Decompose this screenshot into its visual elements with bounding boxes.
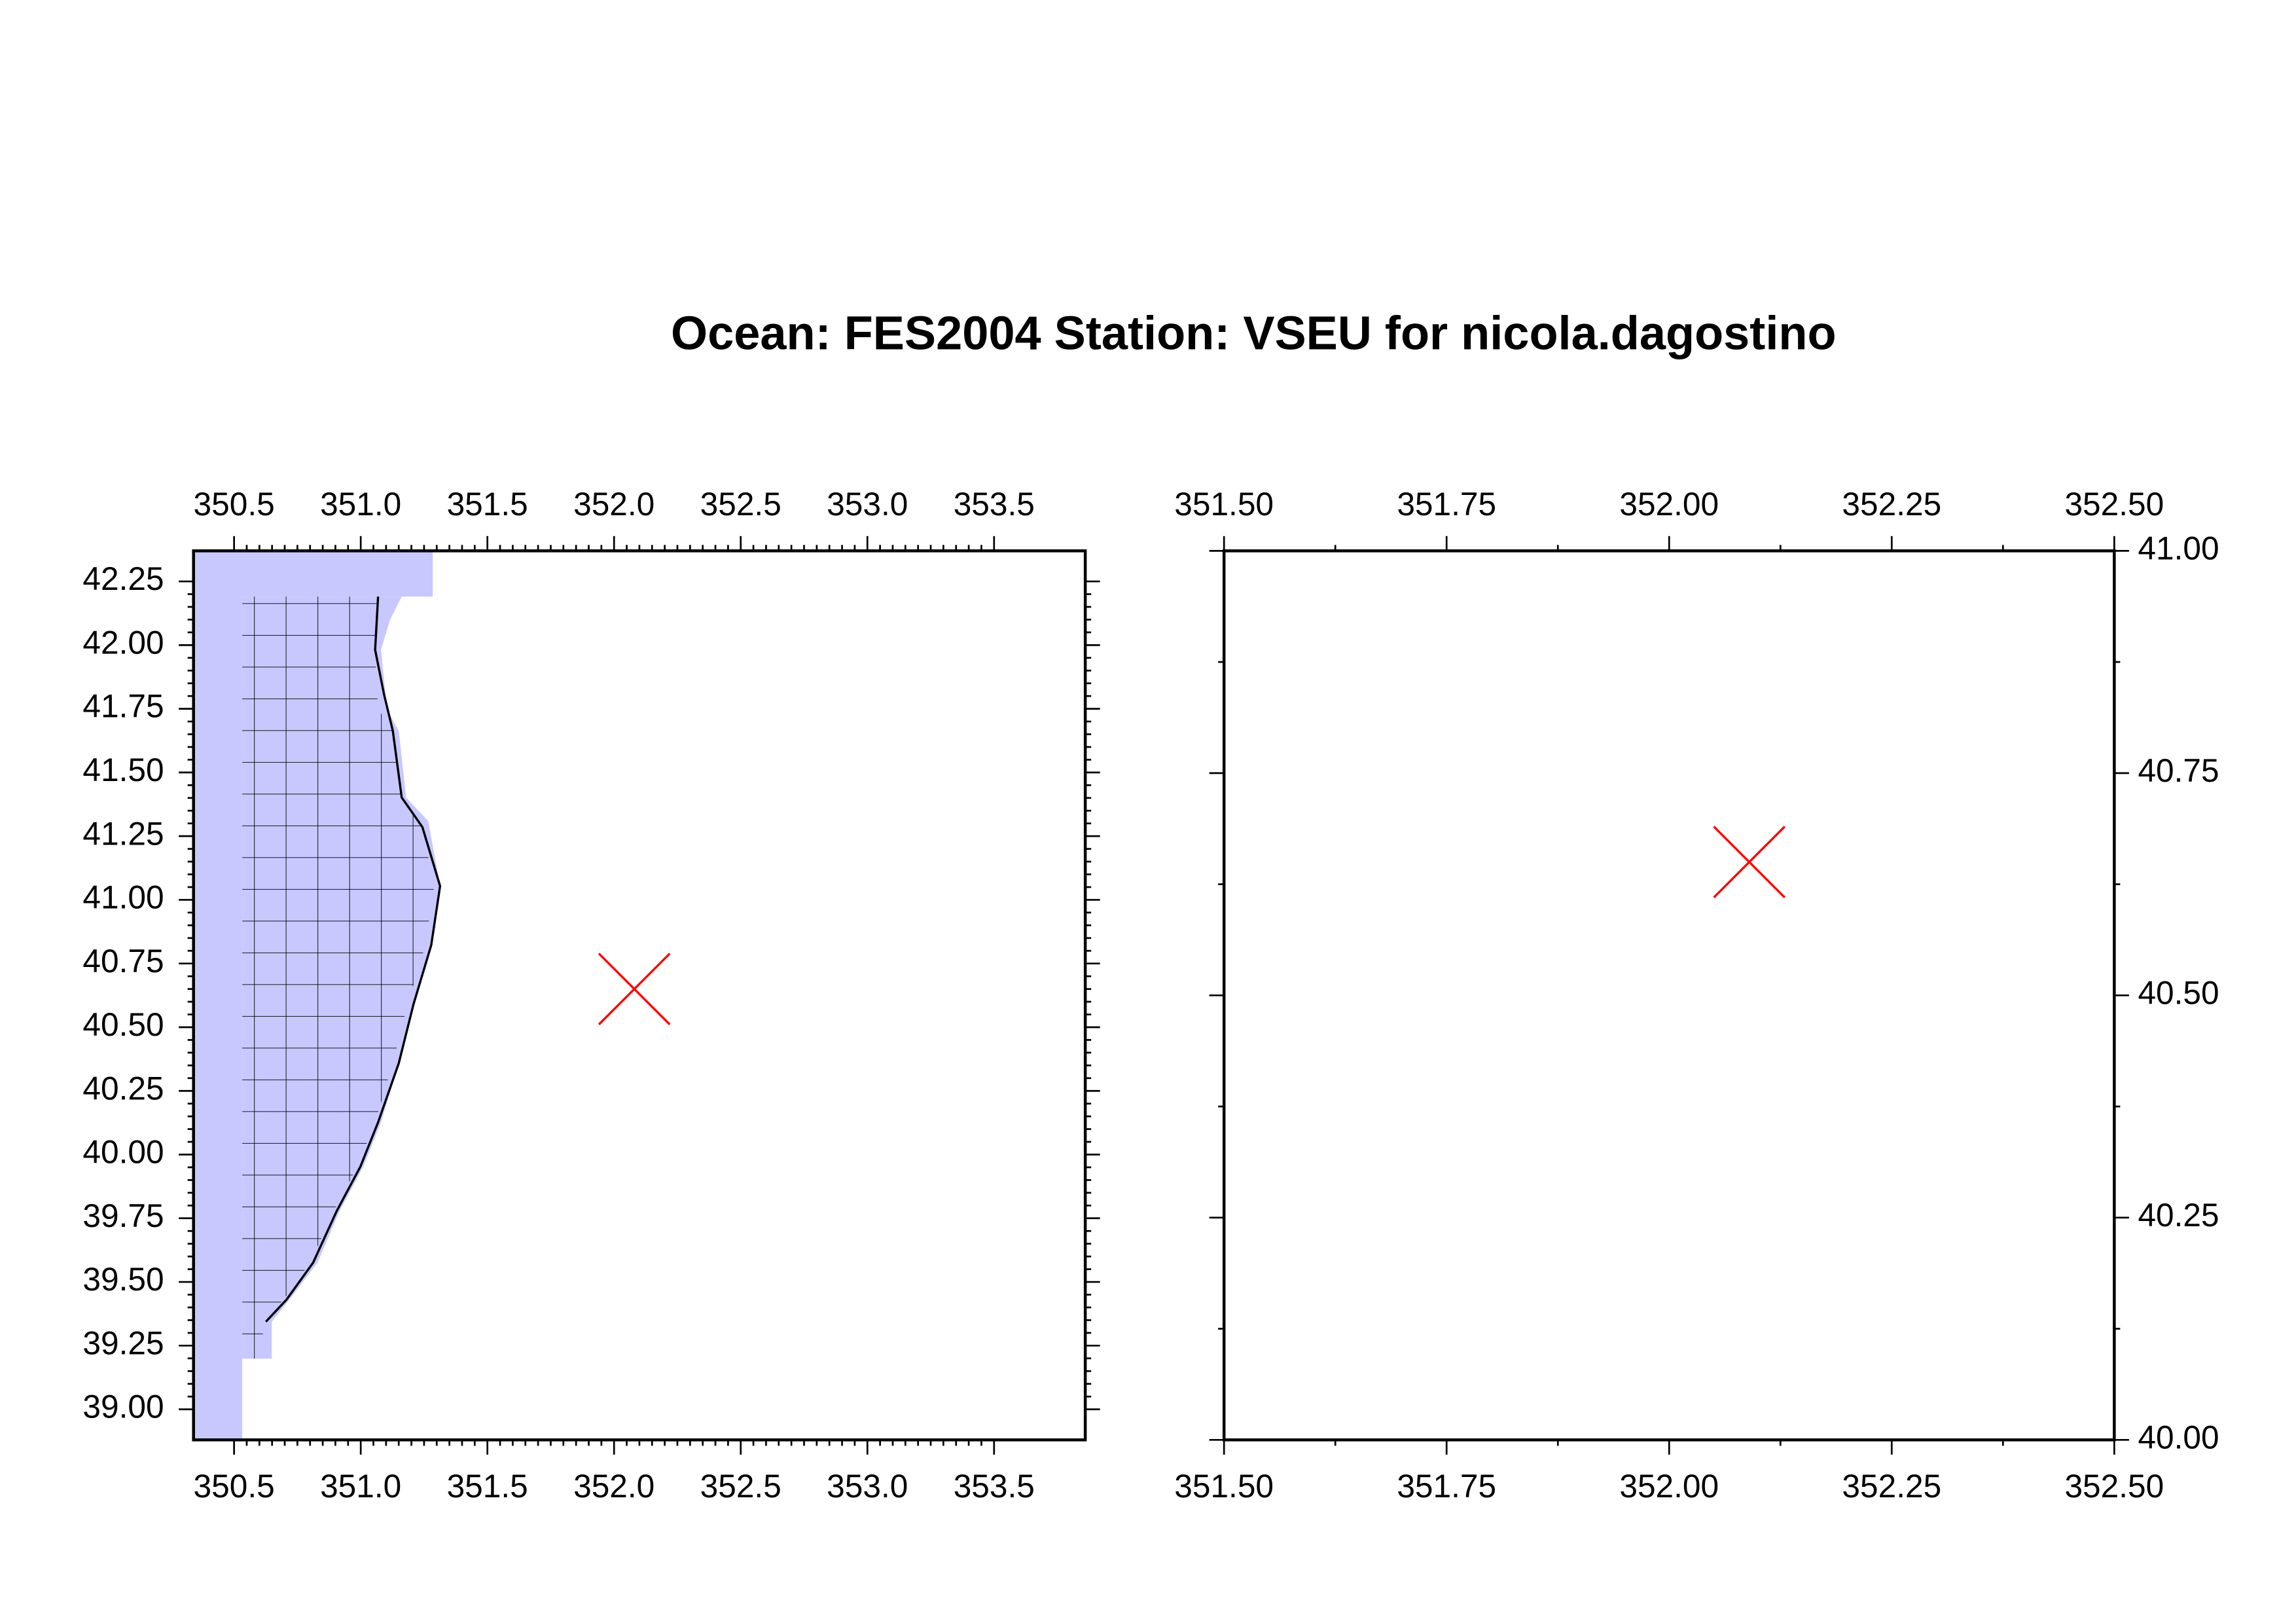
title: Ocean: FES2004 Station: VSEU for nicola.… xyxy=(671,307,1837,359)
frame xyxy=(1222,549,2116,1442)
panels: 350.5 350.5 351.0 351.0 351.5 351.5 352.0 352.0… xyxy=(82,486,2219,1504)
land-grid xyxy=(193,551,442,1440)
y-tick-label: 40.25 xyxy=(82,1070,164,1106)
station-marker xyxy=(598,953,671,1025)
x-tick-label: 352.25 xyxy=(1842,1468,1941,1504)
x-tick-label: 352.50 xyxy=(2064,486,2164,522)
y-tick-label: 40.75 xyxy=(82,943,164,979)
x-tick-label: 351.5 xyxy=(447,486,528,522)
x-tick-label: 352.50 xyxy=(2064,1468,2164,1504)
y-tick-label: 40.25 xyxy=(2138,1197,2219,1233)
x-tick-label: 350.5 xyxy=(194,1468,275,1504)
x-tick-label: 351.75 xyxy=(1397,486,1496,522)
x-tick-label: 351.0 xyxy=(320,486,401,522)
y-tick-label: 39.75 xyxy=(82,1197,164,1234)
y-tick-label: 39.25 xyxy=(82,1324,164,1361)
x-tick-label: 353.5 xyxy=(954,1468,1035,1504)
x-tick-label: 352.0 xyxy=(573,486,655,522)
x-tick-label: 352.5 xyxy=(700,486,781,522)
x-tick-label: 351.50 xyxy=(1174,1468,1274,1504)
x-tick-label: 351.50 xyxy=(1174,486,1274,522)
x-tick-label: 351.75 xyxy=(1397,1468,1496,1504)
y-tick-label: 40.50 xyxy=(2138,974,2219,1011)
y-tick-label: 40.50 xyxy=(82,1006,164,1043)
x-tick-label: 352.00 xyxy=(1619,1468,1719,1504)
y-tick-label: 41.00 xyxy=(82,879,164,916)
x-tick-label: 352.0 xyxy=(573,1468,655,1504)
x-tick-label: 351.0 xyxy=(320,1468,401,1504)
x-tick-label: 352.00 xyxy=(1619,486,1719,522)
x-tick-label: 353.0 xyxy=(827,486,908,522)
y-tick-label: 42.00 xyxy=(82,624,164,661)
y-tick-label: 41.25 xyxy=(82,815,164,852)
y-tick-label: 39.00 xyxy=(82,1389,164,1425)
x-tick-label: 352.25 xyxy=(1842,486,1941,522)
x-tick-label: 352.5 xyxy=(700,1468,781,1504)
y-tick-label: 41.75 xyxy=(82,688,164,725)
y-tick-label: 42.25 xyxy=(82,560,164,597)
y-tick-label: 40.00 xyxy=(2138,1419,2219,1455)
y-tick-label: 40.75 xyxy=(2138,752,2219,789)
y-tick-label: 41.00 xyxy=(2138,530,2219,566)
x-tick-label: 353.0 xyxy=(827,1468,908,1504)
y-tick-label: 39.50 xyxy=(82,1261,164,1298)
y-tick-label: 41.50 xyxy=(82,752,164,788)
x-tick-label: 353.5 xyxy=(954,486,1035,522)
x-tick-label: 350.5 xyxy=(194,486,275,522)
station-marker xyxy=(1713,826,1786,898)
y-tick-label: 40.00 xyxy=(82,1134,164,1171)
x-tick-label: 351.5 xyxy=(447,1468,528,1504)
